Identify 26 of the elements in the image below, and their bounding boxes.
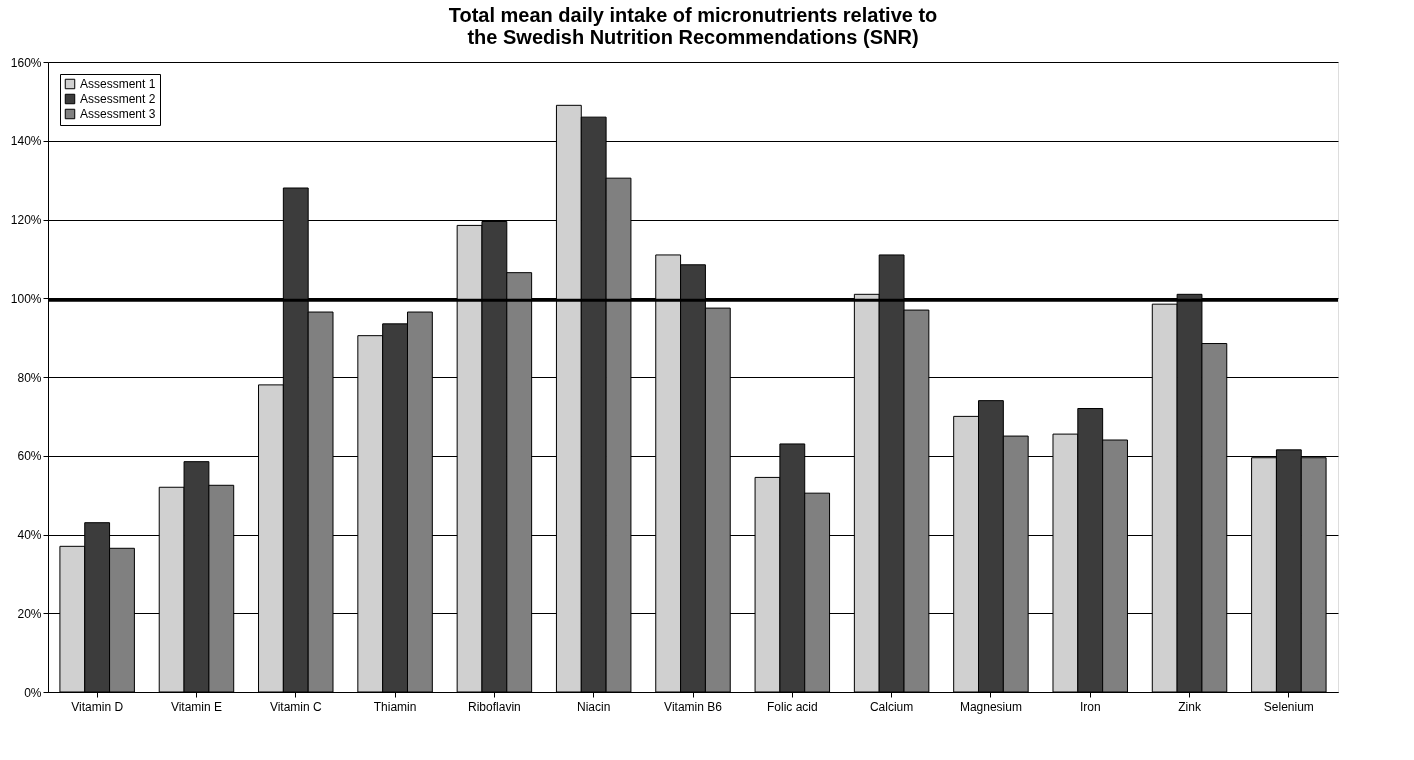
y-tick-label: 40% [17,528,42,542]
x-tick-label: Selenium [1263,699,1314,714]
y-tick-label: 100% [10,291,42,306]
y-tick-label: 60% [17,449,42,464]
x-tick-label: Thiamin [373,699,417,714]
y-tick-label: 140% [10,134,42,149]
x-tick-label: Niacin [577,699,611,714]
y-tick-label: 0% [24,685,42,700]
y-tick-label: 120% [10,213,42,227]
y-tick-label: 20% [17,606,42,621]
y-tick-label: 80% [17,370,42,385]
x-tick-label: Vitamin C [269,699,322,714]
x-tick-label: Vitamin E [170,699,223,714]
legend-label: Assessment 1 [80,77,156,91]
x-tick-label: Vitamin D [71,699,124,714]
x-tick-label: Vitamin B6 [664,699,723,714]
x-tick-label: Calcium [869,699,914,714]
legend-label: Assessment 3 [80,107,156,121]
chart-title: Total mean daily intake of micronutrients relative to the Swedish Nutrition Recommendations (SNR) [448,4,938,48]
x-tick-label: Zink [1178,699,1202,714]
legend-label: Assessment 2 [80,92,156,106]
x-tick-label: Riboflavin [468,699,521,714]
x-tick-label: Magnesium [959,699,1022,714]
x-tick-label: Folic acid [766,699,818,714]
y-tick-label: 160% [10,55,42,70]
x-tick-label: Iron [1079,699,1101,714]
